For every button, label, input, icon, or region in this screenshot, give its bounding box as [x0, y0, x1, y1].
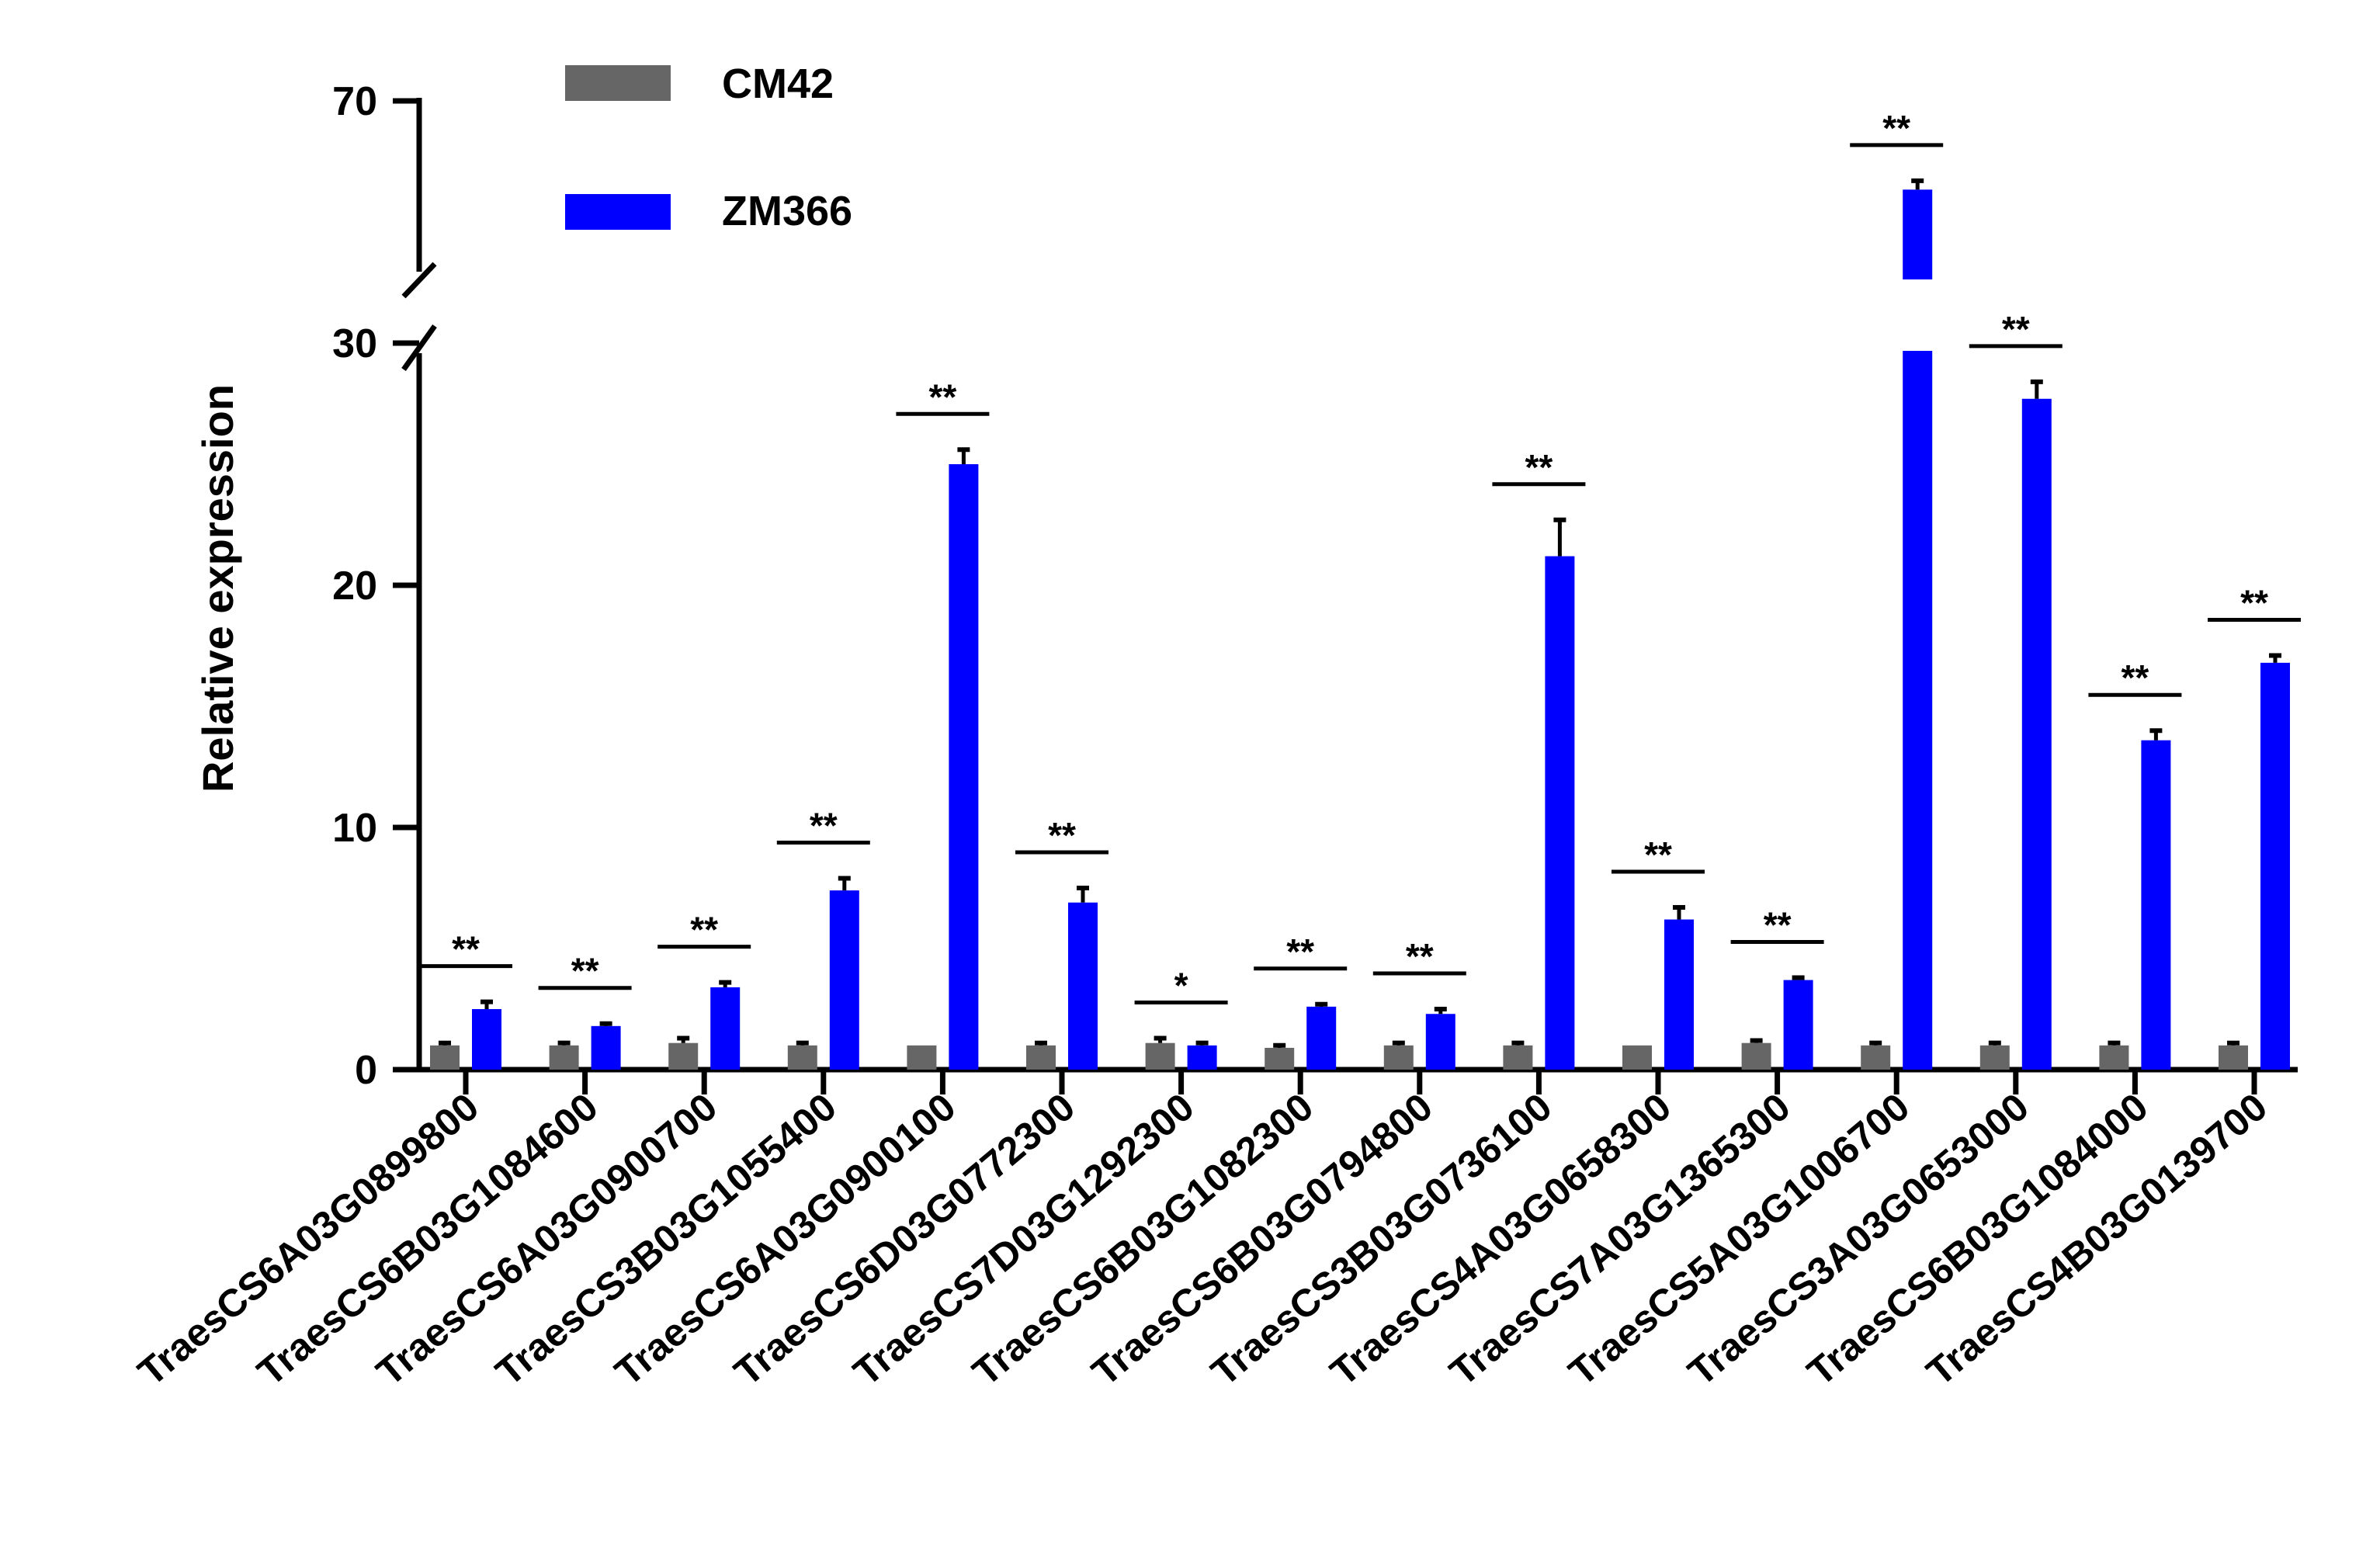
bar-cm42	[2219, 1045, 2248, 1070]
bar-cm42	[1741, 1042, 1771, 1070]
y-tick-label: 30	[332, 321, 377, 366]
bar-zm366	[591, 1025, 621, 1070]
bar-cm42	[1265, 1047, 1295, 1070]
significance-label: **	[1764, 904, 1792, 945]
significance-label: **	[1644, 834, 1672, 875]
bar-zm366	[1306, 1006, 1337, 1070]
bar-cm42	[1026, 1045, 1056, 1070]
bar-cm42	[1383, 1045, 1414, 1070]
y-axis-break-mark-upper	[401, 262, 437, 299]
bar-zm366	[2260, 662, 2290, 1070]
bar-cm42	[668, 1042, 699, 1070]
significance-label: **	[452, 929, 480, 970]
y-axis-break-mark-lower	[401, 324, 437, 372]
bar-cm42	[430, 1045, 460, 1070]
significance-label: **	[1286, 931, 1314, 972]
significance-label: **	[810, 806, 838, 846]
y-tick-label: 20	[332, 564, 377, 609]
significance-label: **	[571, 951, 599, 991]
bar-cm42	[1622, 1045, 1652, 1070]
significance-label: **	[690, 910, 718, 950]
bar-zm366-upper	[1903, 189, 1933, 279]
legend-swatch-cm42	[565, 65, 671, 101]
bar-cm42	[549, 1045, 579, 1070]
legend-label-zm366: ZM366	[722, 188, 852, 234]
significance-label: **	[1048, 815, 1076, 855]
bar-cm42	[1861, 1045, 1891, 1070]
bar-zm366	[710, 987, 741, 1070]
significance-label: **	[1406, 936, 1434, 976]
bar-zm366	[1187, 1045, 1217, 1070]
bar-zm366	[1783, 980, 1813, 1070]
significance-label: **	[2121, 657, 2149, 698]
legend-swatch-zm366	[565, 194, 671, 230]
bar-cm42	[1145, 1042, 1175, 1070]
bar-cm42	[2099, 1045, 2129, 1070]
y-axis-label: Relative expression	[193, 384, 242, 793]
bar-zm366	[829, 890, 859, 1070]
bar-zm366-lower	[1903, 351, 1933, 1070]
bar-zm366	[1664, 919, 1694, 1070]
y-tick-label: 0	[355, 1048, 377, 1093]
significance-label: **	[2002, 309, 2030, 349]
bar-zm366	[2141, 740, 2171, 1070]
bar-zm366	[1545, 556, 1575, 1070]
bar-cm42	[1979, 1045, 2010, 1070]
bar-cm42	[1503, 1045, 1533, 1070]
significance-label: **	[928, 376, 956, 417]
bar-cm42	[907, 1045, 937, 1070]
bar-zm366	[1425, 1014, 1455, 1070]
bar-cm42	[787, 1045, 817, 1070]
bar-zm366	[2021, 398, 2052, 1070]
significance-label: **	[1882, 108, 1910, 148]
bar-zm366	[1068, 902, 1098, 1070]
bar-zm366	[472, 1009, 501, 1070]
significance-label: **	[1525, 447, 1553, 487]
legend-label-cm42: CM42	[722, 61, 834, 107]
bar-zm366	[949, 464, 979, 1070]
significance-label: **	[2240, 582, 2268, 623]
y-tick-label: 70	[332, 79, 377, 124]
significance-label: *	[1174, 965, 1188, 1005]
y-tick-label: 10	[332, 806, 377, 851]
